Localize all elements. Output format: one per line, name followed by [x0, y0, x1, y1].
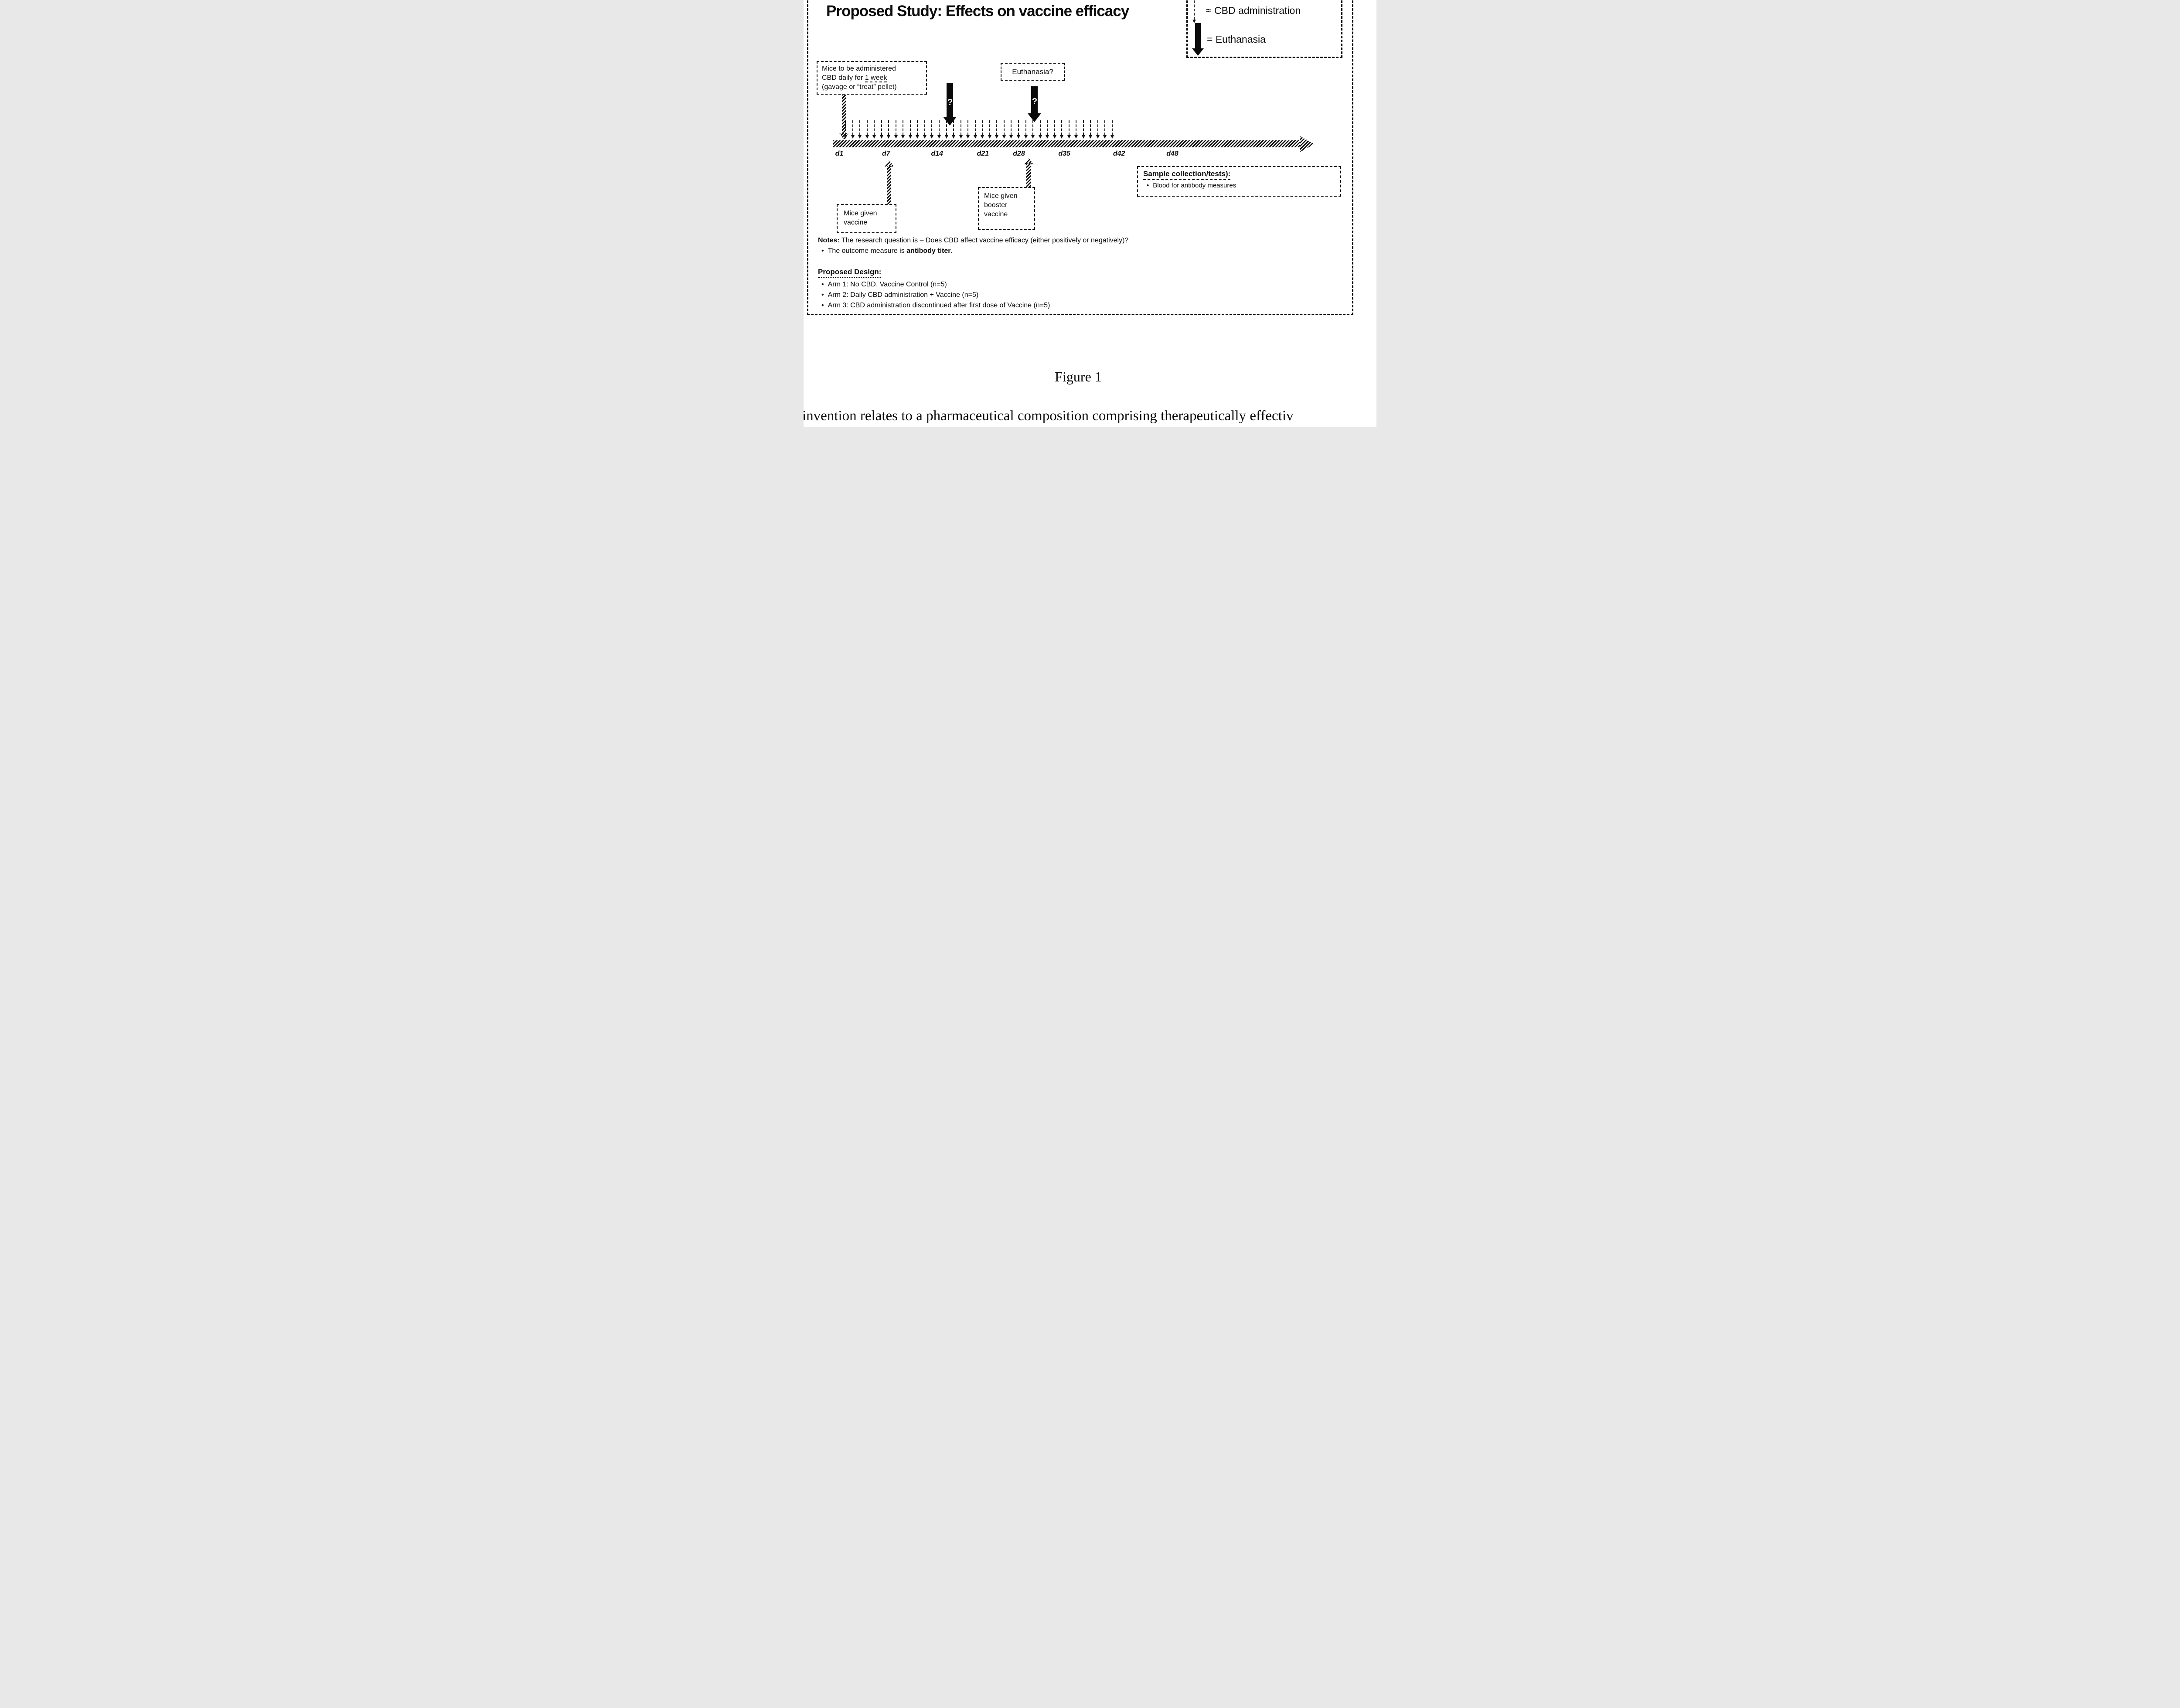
body-text-cutoff: invention relates to a pharmaceutical co… — [804, 408, 1294, 424]
cbd-administration-arrow-icon — [879, 120, 883, 139]
euthanasia-arrow-icon — [1192, 23, 1204, 56]
cbd-administration-arrow-icon — [1081, 120, 1085, 139]
figure-title: Proposed Study: Effects on vaccine effic… — [826, 3, 1129, 20]
timeline-tick-label: d7 — [882, 150, 890, 157]
cbd-administration-arrow-icon — [865, 120, 869, 139]
cbd-note-underlined-duration: 1 week — [865, 74, 887, 83]
cbd-administration-arrow-icon — [887, 120, 891, 139]
timeline-tick-row: d1 d7 d14 d21 d28 d35 d42 d48 — [833, 150, 1301, 160]
cbd-note-line2: CBD daily for — [822, 74, 865, 82]
notes-heading: Notes: — [818, 237, 840, 244]
cbd-box-connector-arrow — [842, 95, 846, 134]
cbd-note-line1: Mice to be administered — [822, 65, 896, 72]
design-arm1: Arm 1: No CBD, Vaccine Control (n=5) — [828, 281, 947, 288]
cbd-administration-arrow-icon — [1038, 120, 1042, 139]
notes-intro: The research question is – Does CBD affe… — [839, 237, 1129, 244]
figure-border — [807, 0, 1353, 315]
cbd-administration-arrow-icon — [1096, 120, 1100, 139]
cbd-administration-arrow-icon — [916, 120, 920, 139]
cbd-administration-arrow-icon — [995, 120, 999, 139]
bullet-glyph: • — [821, 291, 824, 299]
cbd-administration-arrow-icon — [923, 120, 926, 139]
proposed-design-block: Proposed Design: • Arm 1: No CBD, Vaccin… — [818, 268, 1348, 310]
cbd-administration-arrow-icon — [1024, 120, 1028, 139]
cbd-administration-arrow-icon — [1110, 120, 1114, 139]
cbd-administration-arrow-icon — [973, 120, 977, 139]
cbd-administration-arrow-icon — [1103, 120, 1107, 139]
sample-collection-box: Sample collection/tests): • Blood for an… — [1137, 166, 1341, 197]
cbd-administration-arrow-icon — [981, 120, 984, 139]
cbd-administration-arrow-icon — [1046, 120, 1049, 139]
legend-box: ≈ CBD administration = Euthanasia — [1186, 0, 1342, 58]
cbd-administration-arrow-icon — [1192, 0, 1196, 23]
vaccine-connector-arrow — [887, 166, 891, 204]
cbd-administration-arrow-icon — [944, 120, 948, 139]
cbd-administration-arrow-icon — [851, 120, 855, 139]
notes-bullet-bold: antibody titer — [906, 247, 951, 255]
timeline-tick-label: d28 — [1013, 150, 1025, 157]
cbd-administration-arrow-icon — [937, 120, 941, 139]
bullet-glyph: • — [821, 281, 824, 288]
cbd-administration-arrow-icon — [966, 120, 970, 139]
design-arm2: Arm 2: Daily CBD administration + Vaccin… — [828, 291, 979, 299]
notes-bullet-post: . — [950, 247, 953, 255]
notes-block: Notes: The research question is – Does C… — [818, 237, 1348, 255]
booster-note-line1: Mice given — [984, 192, 1018, 200]
figure-caption: Figure 1 — [1055, 369, 1102, 384]
cbd-administration-arrow-icon — [1053, 120, 1056, 139]
bullet-glyph: • — [821, 302, 824, 309]
booster-vaccine-note-box: Mice given booster vaccine — [978, 187, 1035, 230]
daily-cbd-arrows-row — [844, 120, 1114, 140]
timeline-tick-label: d21 — [977, 150, 989, 157]
sample-collection-heading: Sample collection/tests): — [1143, 170, 1231, 180]
bullet-glyph: • — [1147, 182, 1149, 189]
design-arm3: Arm 3: CBD administration discontinued a… — [828, 302, 1050, 309]
timeline-axis — [833, 140, 1301, 147]
notes-bullet-pre: The outcome measure is — [828, 247, 907, 255]
legend-item-euthanasia-label: = Euthanasia — [1207, 34, 1266, 45]
cbd-administration-arrow-icon — [844, 120, 847, 139]
sample-collection-bullet: Blood for antibody measures — [1153, 182, 1236, 189]
cbd-administration-arrow-icon — [1031, 120, 1035, 139]
vaccine-note-line2: vaccine — [844, 219, 868, 227]
cbd-administration-arrow-icon — [1009, 120, 1013, 139]
cbd-administration-arrow-icon — [872, 120, 876, 139]
bullet-glyph: • — [821, 247, 824, 255]
cbd-administration-arrow-icon — [988, 120, 991, 139]
booster-note-line3: vaccine — [984, 211, 1008, 218]
cbd-administration-arrow-icon — [1060, 120, 1064, 139]
timeline-tick-label: d48 — [1166, 150, 1179, 157]
cbd-administration-arrow-icon — [952, 120, 956, 139]
booster-note-line2: booster — [984, 201, 1008, 209]
timeline-tick-label: d1 — [835, 150, 844, 157]
euthanasia-question-box: Euthanasia? — [1001, 63, 1065, 81]
cbd-administration-arrow-icon — [1089, 120, 1093, 139]
cbd-administration-arrow-icon — [930, 120, 934, 139]
timeline-tick-label: d14 — [931, 150, 944, 157]
legend-item-cbd-label: ≈ CBD administration — [1206, 5, 1301, 16]
cbd-administration-arrow-icon — [908, 120, 912, 139]
timeline-tick-label: d42 — [1113, 150, 1125, 157]
vaccine-note-box: Mice given vaccine — [837, 204, 896, 233]
cbd-administration-arrow-icon — [1016, 120, 1020, 139]
euthanasia-question-label: Euthanasia? — [1012, 67, 1053, 76]
cbd-administration-note-box: Mice to be administered CBD daily for 1 … — [817, 61, 927, 95]
vaccine-note-line1: Mice given — [844, 210, 877, 217]
cbd-administration-arrow-icon — [1002, 120, 1006, 139]
timeline-tick-label: d35 — [1058, 150, 1070, 157]
cbd-note-line3: (gavage or “treat” pellet) — [822, 83, 897, 91]
proposed-design-heading: Proposed Design: — [818, 268, 882, 278]
cbd-administration-arrow-icon — [858, 120, 862, 139]
cbd-administration-arrow-icon — [1067, 120, 1071, 139]
patent-figure-page: Proposed Study: Effects on vaccine effic… — [804, 0, 1376, 427]
